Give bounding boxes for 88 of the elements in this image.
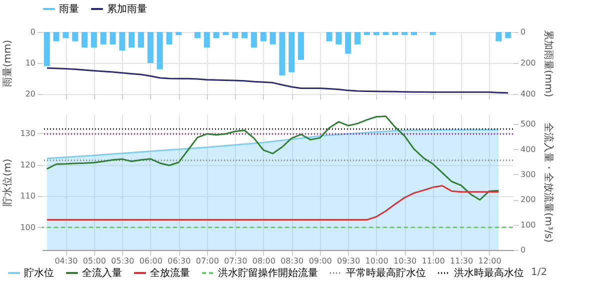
bar: [62, 32, 69, 38]
y-tick-label: 130: [20, 128, 36, 138]
y-tick-label: 10: [25, 58, 36, 68]
x-tick-label: 07:30: [224, 256, 248, 266]
y-tick-label: 20: [25, 90, 36, 98]
bar: [110, 32, 116, 44]
y2-tick-label: 100: [520, 220, 536, 230]
legend-label: 全放流量: [150, 267, 190, 279]
y2-tick-label: 0: [520, 28, 526, 36]
bar: [72, 32, 78, 42]
bar: [128, 32, 135, 48]
y2-axis-title: 累加雨量(mm): [542, 30, 554, 98]
x-tick-label: 07:00: [196, 256, 219, 266]
bar: [270, 32, 276, 44]
line-series: [46, 67, 509, 94]
x-tick-label: 08:00: [252, 256, 276, 266]
bar: [222, 32, 229, 36]
legend-label: 平常時最高貯水位: [346, 267, 426, 279]
bar: [119, 32, 126, 51]
bar: [364, 32, 370, 36]
legend-label: 雨量: [59, 4, 79, 15]
bar: [402, 32, 408, 36]
y-tick-label: 100: [20, 222, 36, 232]
bar: [260, 32, 266, 42]
legend-label: 累加雨量: [107, 3, 147, 15]
x-tick-label: 06:30: [168, 256, 191, 266]
bar: [505, 32, 512, 38]
line-series: [46, 185, 500, 221]
legend-label: 全流入量: [82, 267, 122, 279]
y-axis-title: 雨量(mm): [2, 40, 14, 88]
legend-label: 洪水時最高水位: [454, 267, 524, 279]
bar: [53, 32, 60, 42]
y-tick-label: 0: [30, 28, 36, 36]
y2-tick-label: 400: [520, 90, 536, 98]
x-tick-label: 11:30: [450, 256, 474, 266]
y-axis-title: 貯水位(m): [2, 158, 14, 206]
bar: [336, 32, 342, 44]
x-tick-label: 08:30: [280, 256, 304, 266]
x-tick-label: 10:30: [394, 256, 417, 266]
x-tick-label: 11:00: [422, 256, 445, 266]
bar: [288, 32, 295, 72]
bar: [496, 32, 502, 42]
x-tick-label: 09:00: [308, 256, 332, 266]
bar: [354, 32, 361, 44]
bar: [250, 32, 257, 48]
bar: [345, 32, 352, 54]
x-tick-label: 10:00: [365, 256, 388, 266]
legend-label: 貯水位: [24, 267, 54, 279]
bar: [430, 32, 436, 36]
bar: [147, 32, 154, 63]
bar: [204, 32, 210, 48]
y2-tick-label: 200: [520, 195, 536, 204]
bar: [326, 32, 332, 42]
y2-axis-title: 全流入量・全放流量(m³/s): [542, 122, 554, 243]
x-tick-label: 05:00: [82, 256, 106, 266]
y2-tick-label: 300: [520, 170, 536, 179]
y2-tick-label: 0: [520, 246, 526, 254]
bar: [90, 32, 97, 48]
y-tick-label: 120: [20, 160, 36, 170]
bar: [298, 32, 304, 60]
bar: [176, 32, 182, 36]
y2-tick-label: 200: [520, 58, 536, 68]
y2-tick-label: 500: [520, 120, 536, 129]
bar: [232, 32, 238, 38]
line-series: [46, 116, 500, 201]
bar: [194, 32, 200, 38]
bar: [392, 32, 398, 36]
x-tick-label: 09:30: [337, 256, 360, 266]
bar: [242, 32, 248, 38]
x-tick-label: 06:00: [139, 256, 162, 266]
y-tick-label: 110: [20, 192, 36, 201]
text: 1/2: [531, 267, 548, 278]
bar: [166, 32, 172, 44]
bar: [82, 32, 88, 48]
y2-tick-label: 400: [520, 144, 536, 154]
bar: [382, 32, 389, 36]
x-tick-label: 12:00: [478, 256, 502, 266]
bar: [410, 32, 417, 36]
x-tick-label: 05:30: [111, 256, 134, 266]
bar: [44, 32, 50, 66]
x-tick-label: 04:30: [54, 256, 78, 266]
bar: [213, 32, 220, 38]
legend-label: 洪水貯留操作開始流量: [218, 267, 318, 279]
bar: [138, 32, 144, 48]
bar: [100, 32, 106, 44]
bar: [279, 32, 286, 76]
bar: [373, 32, 380, 36]
bar: [156, 32, 163, 70]
